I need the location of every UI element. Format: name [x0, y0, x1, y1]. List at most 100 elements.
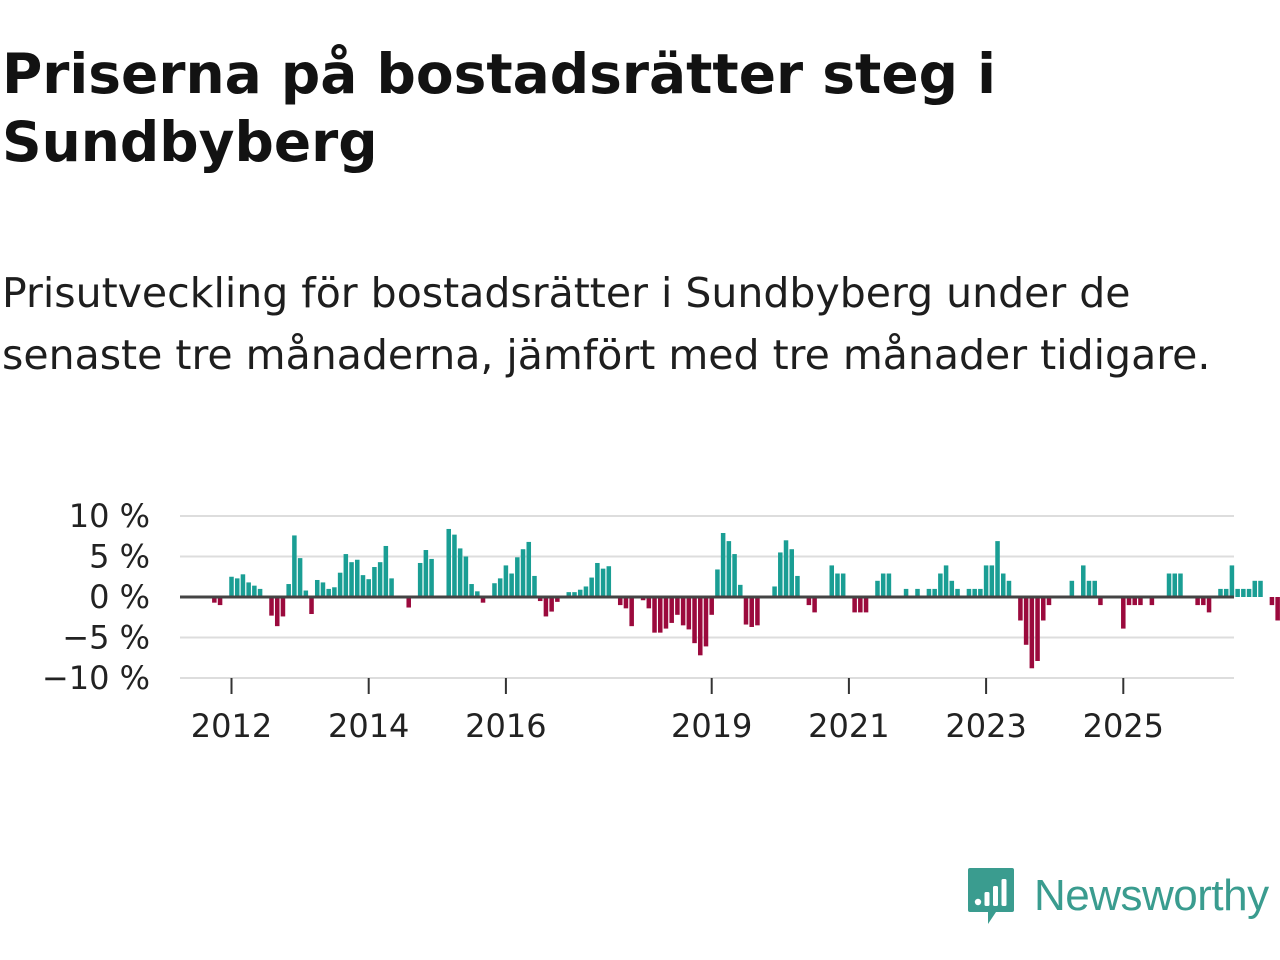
bar [572, 592, 577, 597]
bar [595, 562, 600, 597]
bar [423, 550, 429, 597]
newsworthy-logo: Newsworthy [966, 866, 1269, 926]
bar [320, 582, 326, 597]
bar [698, 597, 703, 656]
bar [1098, 597, 1103, 606]
bar [292, 535, 297, 597]
bar [646, 597, 652, 609]
bar [732, 554, 737, 597]
bar [600, 568, 606, 597]
x-tick-label: 2016 [465, 707, 546, 745]
bar [989, 565, 995, 597]
bar [806, 597, 812, 606]
bar [577, 589, 583, 597]
y-tick-label: 10 % [69, 497, 150, 535]
bar [932, 588, 937, 597]
bar [349, 562, 354, 597]
bar [497, 578, 503, 597]
bar [297, 558, 303, 597]
bar [383, 545, 389, 597]
bar [835, 573, 840, 597]
bar [789, 549, 794, 597]
brand-name: Newsworthy [1034, 871, 1269, 920]
bar [692, 597, 697, 644]
x-axis: 2012 2014 2016 2019 2021 2023 2025 [191, 678, 1164, 745]
bar [669, 597, 674, 623]
bar [332, 587, 337, 597]
x-tick-label: 2014 [328, 707, 409, 745]
bar [515, 557, 520, 597]
bar [326, 588, 331, 597]
bar [738, 584, 743, 597]
bar [429, 558, 434, 597]
bar [1269, 597, 1275, 606]
bar [543, 597, 549, 617]
bar [1235, 588, 1240, 597]
bar [1252, 580, 1258, 597]
bar [812, 597, 817, 613]
bar [274, 597, 280, 627]
bar [549, 597, 554, 612]
chart-subtitle: Prisutveckling för bostadsrätter i Sundb… [2, 269, 1211, 379]
bar [1069, 580, 1075, 597]
bar [840, 573, 846, 597]
bar [446, 528, 451, 597]
bar [749, 597, 754, 627]
bar [880, 573, 886, 597]
bar [1126, 597, 1132, 606]
bar [212, 597, 217, 603]
bar [372, 567, 377, 597]
bar [234, 578, 240, 597]
bar [1258, 580, 1263, 597]
bar [966, 588, 972, 597]
bar [406, 597, 411, 608]
bar [875, 580, 880, 597]
bar [566, 592, 572, 597]
bar [1275, 597, 1280, 621]
bar [1195, 597, 1200, 606]
bar [829, 565, 835, 597]
bar [355, 559, 360, 597]
bar [1006, 580, 1012, 597]
bar [1086, 580, 1092, 597]
bar [995, 541, 1000, 597]
y-tick-label: 5 % [89, 538, 150, 576]
bar [858, 597, 863, 613]
bar [852, 597, 857, 613]
bar [1046, 597, 1052, 606]
bar [652, 597, 657, 633]
bar [1223, 588, 1229, 597]
bar [469, 584, 474, 597]
bar [217, 597, 223, 606]
bar [1092, 580, 1097, 597]
bar [1166, 573, 1172, 597]
newsworthy-logo-icon [968, 868, 1014, 924]
x-tick-label: 2021 [808, 707, 889, 745]
bar [246, 582, 251, 597]
bar [623, 597, 629, 609]
bar [1035, 597, 1040, 661]
bar [280, 597, 286, 617]
bar [457, 548, 463, 597]
bar [755, 597, 760, 626]
bar [709, 597, 714, 615]
bar [983, 565, 989, 597]
bar [526, 541, 532, 597]
bar [972, 588, 977, 597]
bar [314, 579, 320, 597]
bar [463, 556, 469, 597]
bar [1138, 597, 1143, 606]
bar [1229, 565, 1235, 597]
bar [915, 588, 920, 597]
bar [657, 597, 663, 633]
x-tick-label: 2023 [945, 707, 1026, 745]
bar [480, 597, 486, 603]
bar [452, 534, 457, 597]
bar [1023, 597, 1029, 645]
y-tick-label: −10 % [42, 659, 150, 697]
chart-title: Priserna på bostadsrätter steg i Sundbyb… [2, 42, 997, 174]
bar [1081, 565, 1086, 597]
bar [680, 597, 686, 626]
bar [309, 597, 314, 615]
y-tick-label: −5 % [62, 619, 150, 657]
